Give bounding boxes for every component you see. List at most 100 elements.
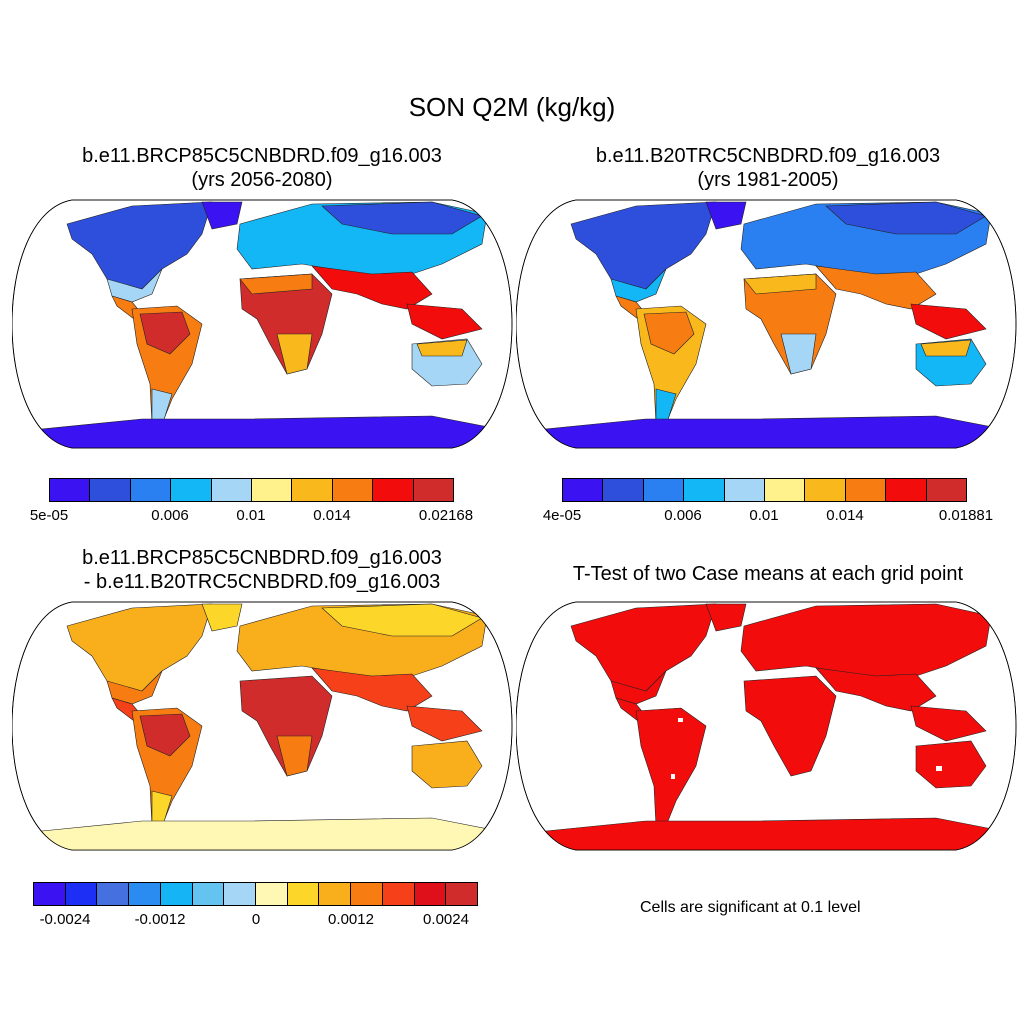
antarctica <box>516 415 1016 448</box>
colorbar-swatch <box>926 479 967 501</box>
panel-ttest-title: T-Test of two Case means at each grid po… <box>572 563 964 585</box>
map-ttest <box>516 601 1017 851</box>
cbar-difference-tick-4: 0.0012 <box>328 911 374 928</box>
colorbar-swatch <box>643 479 685 501</box>
colorbar-swatch <box>332 479 374 501</box>
se-asia <box>910 705 987 742</box>
colorbar-swatch <box>684 479 725 501</box>
map-future <box>12 199 513 449</box>
cbar-future-tick-5: 0.02168 <box>418 507 474 524</box>
cbar-future-tick-2: 0.006 <box>151 507 189 524</box>
colorbar-swatch <box>886 479 927 501</box>
siberia <box>321 603 483 637</box>
cbar-difference-tick-2: -0.0012 <box>134 911 186 928</box>
cbar-difference-tick-5: 0.0024 <box>423 911 469 928</box>
africa-north <box>239 273 313 295</box>
cbar-future-tick-3: 0.01 <box>236 507 266 524</box>
panel-difference-title-line1: b.e11.BRCP85C5CNBDRD.f09_g16.003 <box>82 547 442 569</box>
africa <box>743 675 837 777</box>
australia <box>411 740 483 789</box>
panel-historical-title-line2: (yrs 1981-2005) <box>697 169 839 191</box>
se-asia <box>406 705 483 742</box>
amazon <box>139 311 191 355</box>
colorbar-future <box>49 478 454 502</box>
colorbar-swatch <box>287 883 320 905</box>
greenland <box>201 603 243 632</box>
colorbar-swatch <box>805 479 846 501</box>
panel-future-title-line1: b.e11.BRCP85C5CNBDRD.f09_g16.003 <box>82 145 442 167</box>
cbar-difference-tick-1: -0.0024 <box>39 911 91 928</box>
significance-note: Cells are significant at 0.1 level <box>640 899 861 916</box>
colorbar-swatch <box>160 883 193 905</box>
panel-future-title-line2: (yrs 2056-2080) <box>191 169 333 191</box>
panel-difference-title: b.e11.BRCP85C5CNBDRD.f09_g16.003 - b.e11… <box>6 546 518 594</box>
se-asia <box>406 303 483 340</box>
colorbar-swatch <box>414 883 447 905</box>
antarctica <box>12 415 512 448</box>
panel-historical-title-line1: b.e11.B20TRC5CNBDRD.f09_g16.003 <box>595 145 941 167</box>
cbar-future-tick-1: 5e-05 <box>29 507 69 524</box>
south-asia <box>815 667 937 712</box>
colorbar-swatch <box>292 479 333 501</box>
colorbar-swatch <box>845 479 887 501</box>
colorbar-swatch <box>171 479 212 501</box>
cbar-historical-tick-1: 4e-05 <box>542 507 582 524</box>
colorbar-difference <box>33 882 478 906</box>
colorbar-swatch <box>724 479 766 501</box>
australia-north <box>416 339 468 357</box>
south-asia <box>311 265 433 310</box>
cbar-historical-tick-4: 0.014 <box>826 507 864 524</box>
colorbar-swatch <box>192 883 225 905</box>
siberia <box>321 201 483 235</box>
antarctica <box>516 817 1016 850</box>
colorbar-swatch <box>129 883 161 905</box>
colorbar-swatch <box>563 479 604 501</box>
colorbar-swatch <box>90 479 131 501</box>
amazon <box>643 311 695 355</box>
cbar-future-tick-4: 0.014 <box>313 507 351 524</box>
africa-south <box>276 333 313 375</box>
south-america <box>635 707 707 827</box>
antarctica <box>12 817 512 850</box>
colorbar-swatch <box>65 883 98 905</box>
colorbar-historical <box>562 478 967 502</box>
africa-south <box>780 333 817 375</box>
panel-difference-title-line2: - b.e11.B20TRC5CNBDRD.f09_g16.003 <box>83 571 441 593</box>
panel-historical-title: b.e11.B20TRC5CNBDRD.f09_g16.003 (yrs 198… <box>512 144 1024 192</box>
figure-title: SON Q2M (kg/kg) <box>408 92 616 122</box>
colorbar-swatch <box>319 883 352 905</box>
cbar-historical-tick-5: 0.01881 <box>938 507 994 524</box>
colorbar-swatch <box>373 479 414 501</box>
south-asia <box>815 265 937 310</box>
greenland <box>705 201 747 230</box>
greenland <box>705 603 747 632</box>
australia-north <box>920 339 972 357</box>
greenland <box>201 201 243 230</box>
panel-future-title: b.e11.BRCP85C5CNBDRD.f09_g16.003 (yrs 20… <box>6 144 518 192</box>
cbar-historical-tick-3: 0.01 <box>749 507 779 524</box>
colorbar-swatch <box>224 883 257 905</box>
map-historical <box>516 199 1017 449</box>
map-difference <box>12 601 513 851</box>
colorbar-swatch <box>252 479 293 501</box>
australia <box>915 740 987 789</box>
south-asia <box>311 667 433 712</box>
amazon <box>139 713 191 757</box>
colorbar-swatch <box>34 883 66 905</box>
colorbar-swatch <box>446 883 478 905</box>
colorbar-swatch <box>413 479 454 501</box>
cbar-historical-tick-2: 0.006 <box>664 507 702 524</box>
siberia <box>825 201 987 235</box>
africa-north <box>743 273 817 295</box>
non-significant-cells <box>671 718 942 779</box>
colorbar-swatch <box>130 479 172 501</box>
colorbar-swatch <box>351 883 383 905</box>
colorbar-swatch <box>97 883 130 905</box>
colorbar-swatch <box>603 479 644 501</box>
se-asia <box>910 303 987 340</box>
colorbar-swatch <box>765 479 806 501</box>
colorbar-swatch <box>211 479 253 501</box>
colorbar-swatch <box>50 479 91 501</box>
africa-south <box>276 735 313 777</box>
colorbar-swatch <box>382 883 415 905</box>
